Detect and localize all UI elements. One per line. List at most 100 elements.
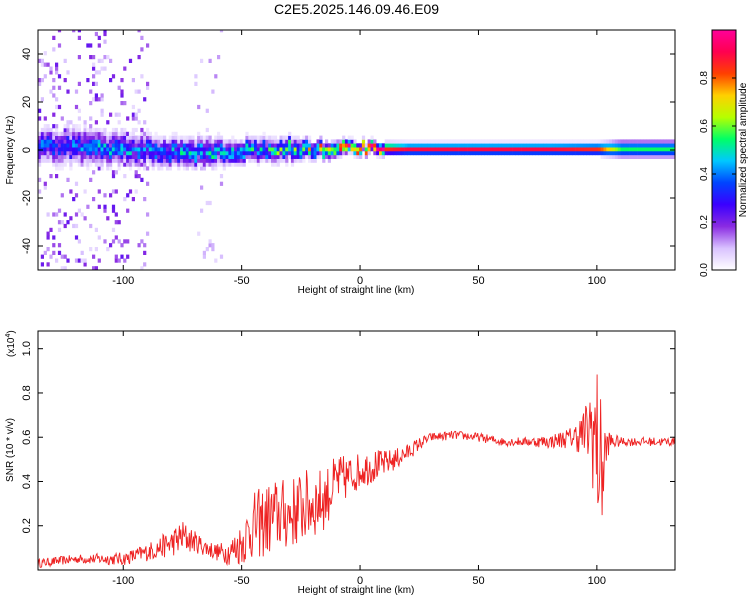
spectrogram-cell	[288, 154, 292, 159]
spectrogram-cell	[194, 158, 198, 163]
spectrogram-cell	[424, 139, 428, 144]
spectrogram-cell	[72, 127, 76, 133]
spectrogram-cell	[614, 151, 619, 156]
spectrogram-cell	[424, 151, 428, 156]
spectrogram-cell	[239, 162, 243, 167]
spectrogram-cell	[256, 158, 260, 163]
spectrogram-cell	[185, 135, 189, 140]
spectrogram-cell	[222, 158, 226, 163]
spectrogram-cell	[364, 154, 368, 159]
spectrogram-cell	[541, 143, 545, 148]
spectrogram-cell	[228, 162, 232, 167]
spectrogram-cell	[197, 131, 201, 136]
spectrogram-cell	[350, 151, 354, 156]
spectrogram-cell	[146, 131, 150, 136]
spectrogram-cell	[57, 208, 62, 213]
spectrogram-cell	[180, 139, 184, 144]
spectrogram-cell	[268, 158, 272, 163]
spectrogram-cell	[612, 151, 616, 156]
spectrogram-cell	[86, 131, 90, 136]
spectrogram-cell	[106, 158, 110, 163]
spectrogram-cell	[313, 147, 317, 152]
spectrogram-cell	[74, 104, 79, 110]
spectrogram-cell	[543, 143, 547, 148]
spectrogram-cell	[248, 139, 252, 144]
spectrogram-cell	[535, 151, 539, 156]
spectrogram-cell	[273, 147, 278, 152]
spectrogram-cell	[137, 143, 141, 148]
spectrogram-cell	[89, 135, 93, 140]
spectrogram-cell	[137, 30, 141, 33]
spectrogram-cell	[185, 151, 189, 156]
spectrogram-cell	[89, 89, 93, 94]
spectrogram-cell	[66, 120, 70, 125]
spectrogram-cell	[430, 143, 434, 148]
spectrogram-cell	[114, 131, 118, 136]
spectrogram-cell	[541, 139, 545, 144]
spectrogram-cell	[370, 135, 374, 140]
spectrogram-cell	[157, 143, 161, 148]
spectrogram-cell	[100, 162, 104, 167]
spectrogram-cell	[245, 143, 249, 148]
spectrogram-cell	[97, 143, 101, 148]
spectrogram-cell	[63, 78, 67, 83]
spectrogram-cell	[57, 135, 62, 140]
spectrogram-cell	[612, 147, 616, 152]
spectrogram-cell	[265, 135, 269, 140]
spectrogram-cell	[430, 139, 434, 144]
spectrogram-cell	[55, 62, 59, 67]
figure-title: C2E5.2025.146.09.46.E09	[273, 1, 440, 17]
spectrogram-cell	[174, 139, 178, 144]
spectrogram-cell	[342, 143, 346, 148]
spectrogram-cell	[126, 131, 130, 136]
spectrogram-cell	[296, 151, 300, 156]
spectrogram-cell	[478, 143, 482, 148]
spectrogram-cell	[92, 139, 96, 144]
spectrogram-cell	[526, 151, 530, 156]
spectrogram-cell	[376, 154, 380, 159]
spectrogram-cell	[66, 158, 70, 163]
spectrogram-cell	[151, 139, 155, 144]
spectrogram-cell	[472, 147, 476, 152]
spectrogram-cell	[572, 139, 576, 144]
spectrogram-cell	[83, 131, 87, 136]
spectrogram-cell	[310, 154, 314, 159]
spectrogram-cell	[89, 55, 93, 60]
spectrogram-cell	[589, 147, 593, 152]
spectrogram-cell	[231, 143, 235, 148]
spectrogram-cell	[74, 124, 79, 129]
spectrogram-cell	[359, 154, 363, 159]
spectrogram-cell	[137, 154, 141, 159]
spectrogram-cell	[273, 162, 278, 167]
spectrogram-cell	[140, 147, 144, 152]
spectrogram-cell	[259, 154, 263, 159]
spectrogram-cell	[191, 166, 195, 171]
spectrogram-cell	[194, 162, 198, 167]
spectrogram-cell	[92, 55, 96, 60]
spectrogram-cell	[234, 147, 238, 152]
snr-x-tick-label: 50	[472, 575, 484, 587]
spectrogram-cell	[441, 151, 445, 156]
spectrogram-cell	[66, 127, 70, 133]
spectrogram-cell	[259, 147, 263, 152]
spectrogram-cell	[305, 143, 309, 148]
spectrogram-cell	[254, 151, 258, 156]
spectrogram-cell	[40, 154, 44, 159]
spectrogram-cell	[444, 143, 448, 148]
spectrogram-cell	[157, 162, 161, 167]
spectrogram-cell	[128, 189, 133, 194]
spectrogram-cell	[89, 131, 93, 136]
spectrogram-cell	[296, 139, 300, 144]
spectrogram-cell	[657, 147, 661, 152]
spectrogram-cell	[120, 127, 124, 133]
spectrogram-cell	[254, 139, 258, 144]
spectrogram-cell	[452, 151, 457, 156]
spectrogram-cell	[60, 139, 64, 144]
spectrogram-cell	[404, 143, 408, 148]
spectrogram-cell	[262, 139, 266, 144]
snr-y-tick-label: 1.0	[21, 341, 33, 356]
spectrogram-cell	[194, 139, 198, 144]
spectrogram-cell	[103, 239, 107, 244]
spectrogram-cell	[134, 127, 138, 133]
spectrogram-cell	[515, 151, 519, 156]
